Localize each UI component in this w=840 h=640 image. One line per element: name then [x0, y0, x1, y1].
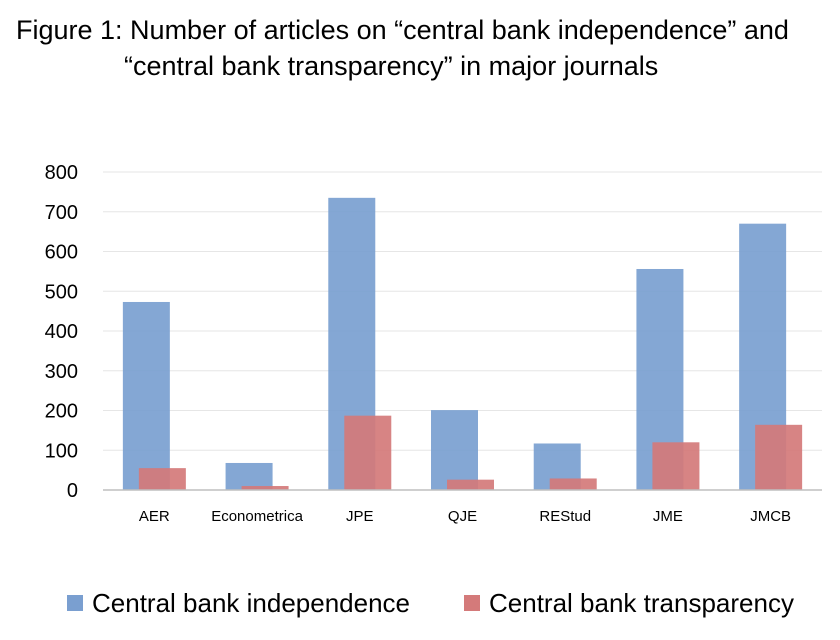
bar-independence: [122, 301, 170, 490]
y-tick-label: 600: [45, 242, 78, 264]
chart-title-line-2: “central bank transparency” in major jou…: [124, 51, 659, 81]
bar-transparency: [241, 486, 289, 490]
y-tick-label: 700: [45, 202, 78, 224]
bar-transparency: [344, 415, 392, 490]
x-tick-label: AER: [139, 508, 170, 525]
y-tick-label: 300: [45, 361, 78, 383]
legend-label-transparency: Central bank transparency: [489, 588, 794, 618]
legend-label-independence: Central bank independence: [92, 588, 411, 618]
y-tick-label: 200: [45, 401, 78, 423]
legend: Central bank independence Central bank t…: [0, 586, 840, 622]
bars: [122, 197, 803, 491]
y-tick-label: 0: [67, 480, 78, 502]
chart-title: Figure 1: Number of articles on “central…: [0, 12, 840, 84]
bar-transparency: [755, 424, 803, 490]
x-tick-label: Econometrica: [211, 508, 303, 525]
bar-transparency: [652, 442, 700, 490]
legend-swatch-independence: [67, 595, 83, 611]
gridlines: [103, 171, 822, 451]
bar-transparency: [447, 479, 494, 490]
x-tick-label: QJE: [448, 508, 477, 525]
x-tick-label: JMCB: [750, 508, 791, 525]
y-tick-label: 500: [45, 281, 78, 303]
x-tick-label: JME: [653, 508, 683, 525]
x-tick-label: JPE: [346, 508, 374, 525]
bar-transparency: [549, 478, 597, 490]
bar-transparency: [138, 468, 186, 490]
y-tick-label: 100: [45, 440, 78, 462]
chart-title-line-1: Figure 1: Number of articles on “central…: [16, 15, 789, 45]
y-tick-label: 400: [45, 321, 78, 343]
bar-independence: [431, 410, 478, 490]
x-tick-label: REStud: [539, 508, 591, 525]
axes: 0 100 200 300 400 500 600 700 800 AER Econometrica…: [45, 162, 822, 525]
bar-independence: [225, 462, 273, 490]
legend-swatch-transparency: [464, 595, 480, 611]
y-tick-label: 800: [45, 162, 78, 184]
legend-item-independence: Central bank independence: [67, 586, 410, 620]
legend-item-transparency: Central bank transparency: [464, 586, 794, 620]
bar-chart: 0 100 200 300 400 500 600 700 800 AER Econometrica…: [45, 162, 822, 525]
